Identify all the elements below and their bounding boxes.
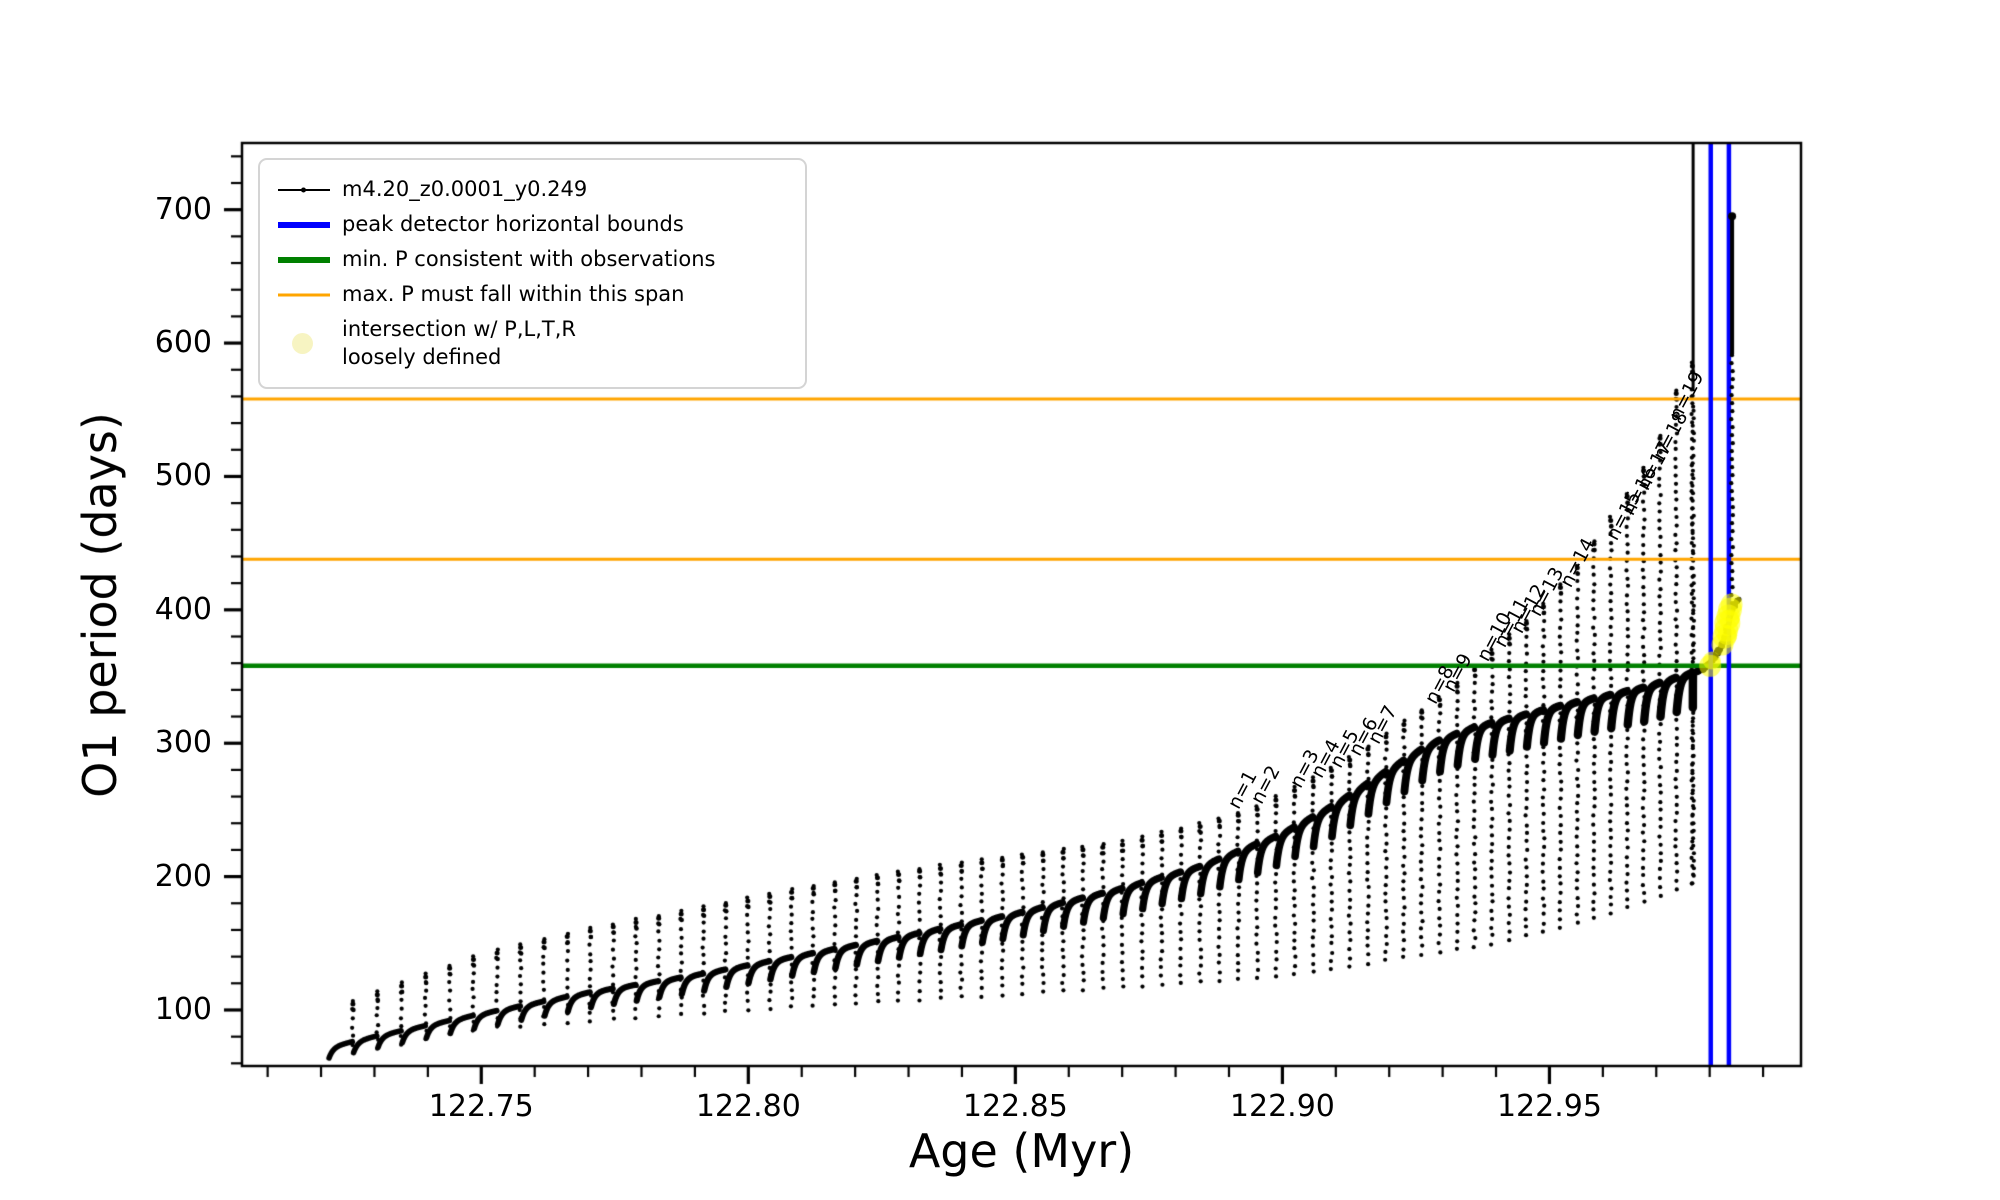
- line-sample: [278, 221, 330, 229]
- legend-entry-4: intersection w/ P,L,T,R loosely defined: [278, 316, 787, 371]
- legend-entry-0: m4.20_z0.0001_y0.249: [278, 176, 787, 203]
- y-tick-label: 200: [154, 858, 212, 894]
- x-tick-label: 122.75: [428, 1089, 534, 1124]
- legend-line-marker: [278, 186, 342, 194]
- line-sample: [278, 256, 330, 264]
- x-tick-label: 122.90: [1229, 1089, 1335, 1124]
- legend-line-marker: [278, 256, 342, 264]
- line-sample-stroke: [278, 221, 330, 228]
- line-sample-stroke: [278, 293, 330, 297]
- legend-line-marker: [278, 221, 342, 229]
- y-tick-label: 100: [154, 991, 212, 1027]
- legend-label-4: intersection w/ P,L,T,R loosely defined: [342, 317, 576, 369]
- legend-entry-1: peak detector horizontal bounds: [278, 211, 787, 238]
- dot-marker-icon: [301, 187, 306, 192]
- y-tick-label: 300: [154, 725, 212, 761]
- legend-label-1: peak detector horizontal bounds: [342, 212, 684, 237]
- line-sample: [278, 291, 330, 299]
- legend-line-marker: [278, 291, 342, 299]
- legend-label-2: min. P consistent with observations: [342, 247, 716, 272]
- line-sample: [278, 186, 330, 194]
- x-tick-label: 122.95: [1496, 1089, 1602, 1124]
- x-tick-label: 122.85: [962, 1089, 1068, 1124]
- x-axis-label: Age (Myr): [908, 1124, 1135, 1178]
- legend-entry-3: max. P must fall within this span: [278, 281, 787, 308]
- x-tick-label: 122.80: [695, 1089, 801, 1124]
- legend-label-3: max. P must fall within this span: [342, 282, 685, 307]
- y-tick-label: 700: [154, 191, 212, 227]
- yellow-dot-icon: [292, 333, 313, 355]
- y-tick-label: 400: [154, 591, 212, 627]
- y-tick-label: 600: [154, 325, 212, 361]
- line-sample-stroke: [278, 256, 330, 263]
- legend-entry-2: min. P consistent with observations: [278, 246, 787, 273]
- y-tick-label: 500: [154, 458, 212, 494]
- legend-circle-marker: [278, 333, 342, 355]
- y-axis-label: O1 period (days): [73, 411, 127, 798]
- legend-label-0: m4.20_z0.0001_y0.249: [342, 176, 588, 201]
